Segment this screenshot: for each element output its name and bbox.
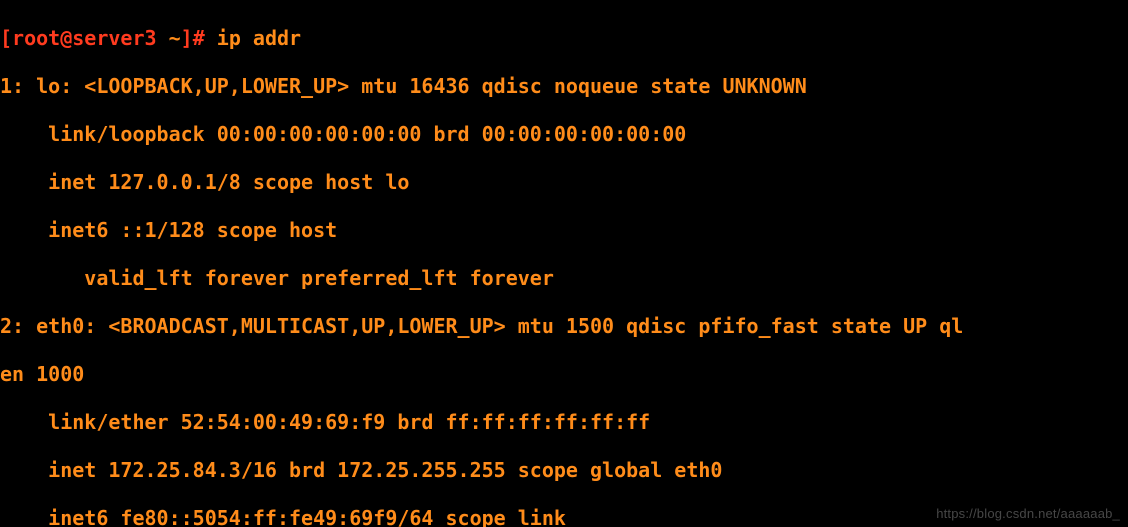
ipaddr-line-4: inet6 ::1/128 scope host bbox=[0, 218, 1128, 242]
prompt-symbol: # bbox=[193, 26, 205, 50]
ipaddr-line-6a: 2: eth0: <BROADCAST,MULTICAST,UP,LOWER_U… bbox=[0, 314, 1128, 338]
ipaddr-line-5: valid_lft forever preferred_lft forever bbox=[0, 266, 1128, 290]
ipaddr-line-9: inet6 fe80::5054:ff:fe49:69f9/64 scope l… bbox=[0, 506, 1128, 527]
ipaddr-line-6b: en 1000 bbox=[0, 362, 1128, 386]
ipaddr-line-3: inet 127.0.0.1/8 scope host lo bbox=[0, 170, 1128, 194]
prompt-sep bbox=[157, 26, 169, 50]
ipaddr-line-8: inet 172.25.84.3/16 brd 172.25.255.255 s… bbox=[0, 458, 1128, 482]
command-1 bbox=[205, 26, 217, 50]
command-1-text: ip addr bbox=[217, 26, 301, 50]
prompt-cwd: ~ bbox=[169, 26, 181, 50]
terminal-output: [root@server3 ~]# ip addr 1: lo: <LOOPBA… bbox=[0, 0, 1128, 527]
ipaddr-line-1: 1: lo: <LOOPBACK,UP,LOWER_UP> mtu 16436 … bbox=[0, 74, 1128, 98]
prompt-userhost: root@server3 bbox=[12, 26, 157, 50]
prompt-open: [ bbox=[0, 26, 12, 50]
ipaddr-line-7: link/ether 52:54:00:49:69:f9 brd ff:ff:f… bbox=[0, 410, 1128, 434]
prompt-close: ] bbox=[181, 26, 193, 50]
prompt-line-1[interactable]: [root@server3 ~]# ip addr bbox=[0, 26, 1128, 50]
ipaddr-line-2: link/loopback 00:00:00:00:00:00 brd 00:0… bbox=[0, 122, 1128, 146]
